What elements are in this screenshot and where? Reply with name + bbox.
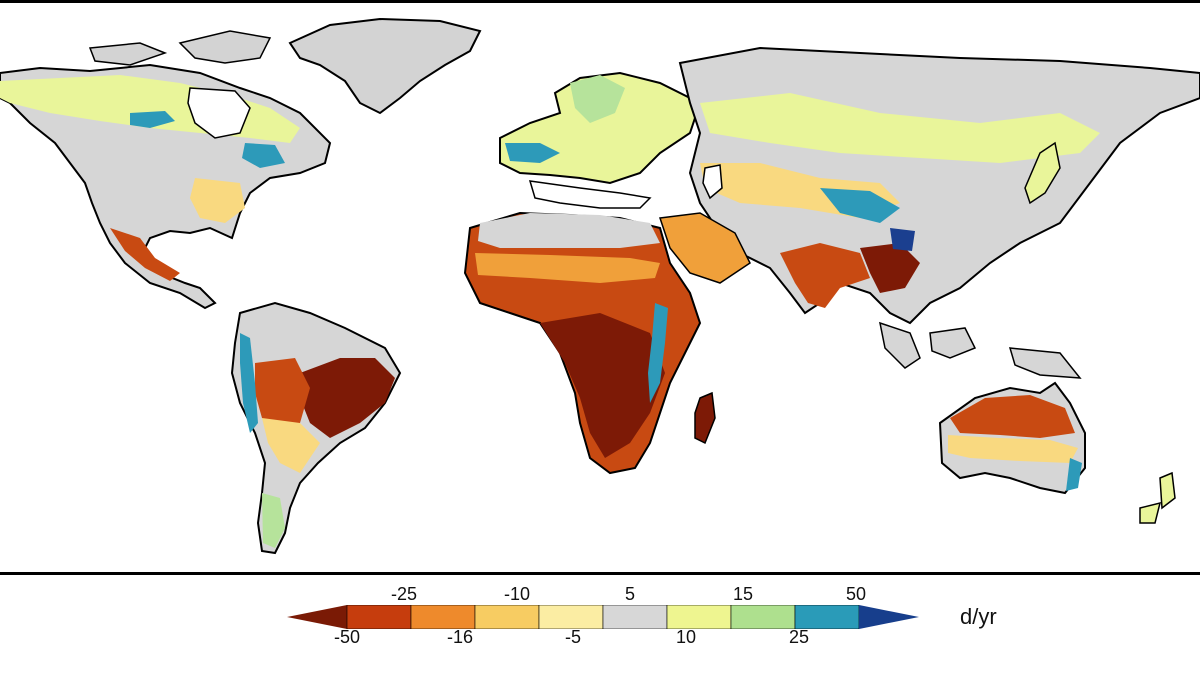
world-map-panel (0, 0, 1200, 575)
colorbar-segment (859, 605, 919, 629)
colorbar-top-label: 5 (624, 584, 636, 604)
south-america (230, 301, 402, 555)
east-africa-blue (648, 303, 668, 403)
india-red (780, 243, 870, 308)
colorbar-bottom-label: 10 (675, 627, 697, 647)
colorbar-unit-label: d/yr (960, 604, 997, 629)
europe-blue (505, 143, 560, 163)
arabia (658, 212, 751, 284)
colorbar-segment (287, 605, 347, 629)
colorbar-top-label: -10 (503, 584, 531, 604)
colorbar-bottom-label: -16 (446, 627, 474, 647)
colorbar-segment (410, 605, 476, 629)
china-blue (890, 228, 915, 251)
na-blue-patch (130, 111, 285, 168)
japan (1024, 141, 1061, 205)
na-east-yellow (190, 178, 245, 223)
colorbar (287, 605, 919, 629)
sahel-orange (475, 253, 660, 283)
hudson-bay (187, 87, 251, 139)
sa-brazil-red (300, 358, 395, 438)
world-map (0, 17, 1200, 555)
colorbar-bottom-label: -5 (564, 627, 582, 647)
na-mexico-red (110, 228, 180, 281)
colorbar-bottom-label: -50 (333, 627, 361, 647)
sahara-grey (478, 213, 660, 248)
colorbar-segment (794, 605, 860, 629)
australia-yellow (948, 435, 1078, 463)
colorbar-segment (346, 605, 412, 629)
greenland (288, 17, 482, 115)
caspian (702, 164, 723, 200)
sa-yellow (262, 418, 320, 473)
colorbar-segment (730, 605, 796, 629)
colorbar-top-label: 15 (732, 584, 754, 604)
colorbar-bottom-label: 25 (788, 627, 810, 647)
tibet-blue (820, 188, 900, 223)
arctic-islands (88, 30, 272, 66)
colorbar-segment (666, 605, 732, 629)
australia-north-red (950, 395, 1075, 438)
sa-orange (255, 358, 310, 438)
central-africa-dark (540, 313, 665, 458)
colorbar-top-label: -25 (390, 584, 418, 604)
siberia-green (700, 93, 1100, 163)
sa-patagonia (262, 493, 285, 548)
mediterranean (528, 180, 652, 209)
new-zealand (1139, 471, 1176, 524)
sa-andes-blue (240, 333, 258, 433)
colorbar-segment (538, 605, 604, 629)
colorbar-top-label: 50 (845, 584, 867, 604)
australia-east-blue (1066, 458, 1082, 491)
se-asia-red (860, 243, 920, 293)
colorbar-segment (474, 605, 540, 629)
madagascar (694, 391, 716, 445)
colorbar-segment (602, 605, 668, 629)
indonesia (879, 321, 1082, 379)
scandinavia (570, 75, 625, 123)
